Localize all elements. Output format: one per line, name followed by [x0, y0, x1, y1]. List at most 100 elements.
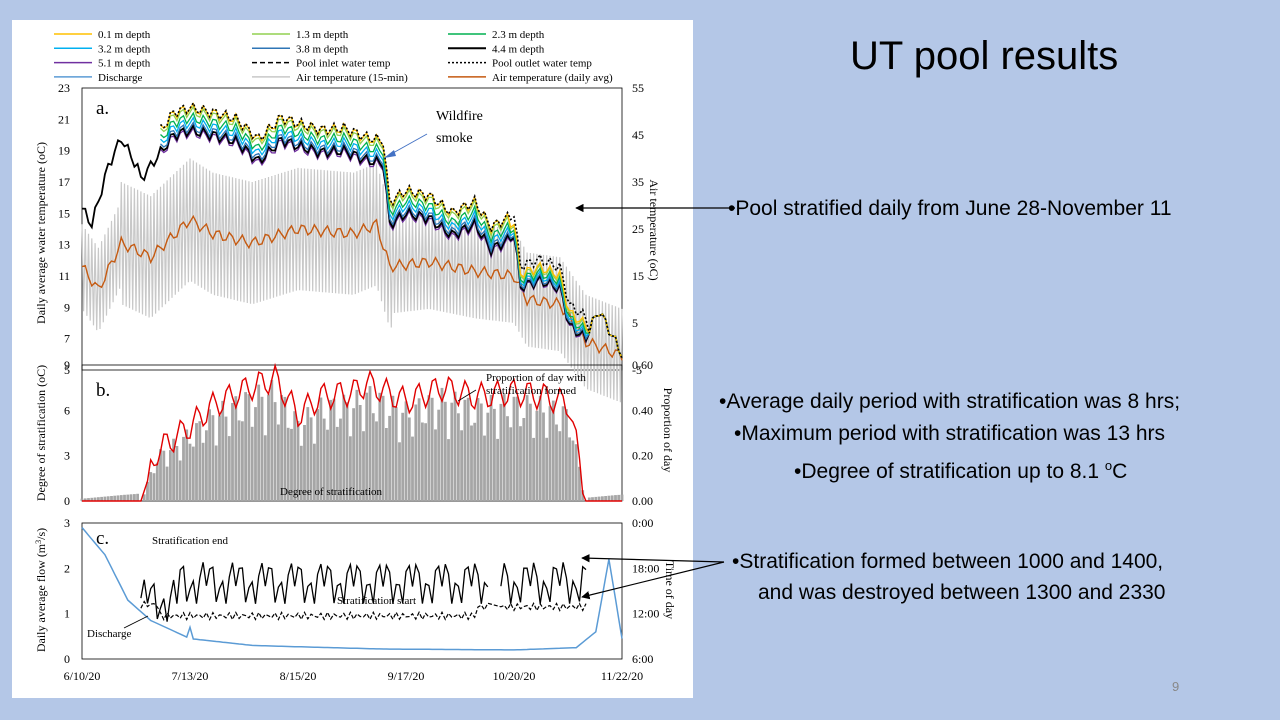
degree-bar: [87, 498, 90, 501]
panel-c-series: [81, 527, 623, 651]
degree-bar: [136, 493, 139, 501]
depth-1-3m-line: [160, 105, 623, 358]
degree-bar: [283, 396, 287, 501]
degree-bar: [381, 395, 385, 501]
panel-a-ytick-label: 19: [58, 144, 70, 158]
degree-bar: [201, 442, 205, 501]
degree-bar: [568, 437, 571, 501]
panel-b-plot-area: [81, 364, 623, 502]
degree-bar: [296, 420, 300, 501]
panel-a-ytick-label: 15: [58, 206, 70, 220]
degree-bar: [188, 443, 192, 501]
degree-bar: [430, 397, 434, 501]
degree-bar: [133, 494, 136, 501]
degree-bar: [290, 428, 293, 501]
panel-c-ytick-label: 0: [64, 652, 70, 666]
degree-bar: [378, 392, 382, 501]
degree-label: Degree of stratification: [280, 486, 383, 498]
degree-bar: [604, 496, 607, 501]
degree-bar: [195, 423, 198, 501]
degree-bar: [155, 462, 159, 501]
degree-bar: [237, 420, 241, 501]
degree-bar: [437, 409, 441, 501]
panel-a-ylabel: Daily average water temperature (oC): [34, 142, 48, 324]
panel-a-ytick-label: 13: [58, 238, 70, 252]
degree-bar: [368, 386, 372, 501]
panel-a-ytick-label: 21: [58, 112, 70, 126]
panel-c-xtick-label: 7/13/20: [172, 669, 209, 683]
degree-bar: [434, 429, 437, 501]
degree-bar: [273, 402, 277, 501]
panel-c-y-axis: 3 2 1 0: [64, 516, 70, 666]
bullet-text: Degree of stratification up to 8.1 oC: [801, 458, 1128, 483]
degree-bar: [172, 438, 175, 501]
degree-bar: [525, 395, 529, 501]
legend-entry-label: Air temperature (daily avg): [492, 72, 613, 84]
degree-bar: [614, 495, 617, 501]
degree-bar: [558, 431, 562, 501]
degree-bar: [581, 490, 585, 501]
degree-bar: [486, 412, 490, 501]
degree-bar: [529, 403, 532, 501]
panel-c-ytick-label: 2: [64, 561, 70, 575]
degree-bar: [335, 426, 339, 501]
panel-a-y2tick-label: 15: [632, 269, 644, 283]
pool-outlet-temp-line: [159, 101, 623, 359]
panel-b-y2-axis: 0.60 0.40 0.20 0.00: [632, 358, 653, 508]
degree-bar: [391, 395, 395, 501]
degree-bar: [407, 417, 411, 501]
depth-2-3m-line: [160, 111, 623, 358]
degree-bar: [277, 424, 280, 501]
panel-a-ytick-label: 23: [58, 81, 70, 95]
degree-bar: [257, 384, 261, 501]
panel-a-y-axis: 23 21 19 17 15 13 11 9 7 5: [58, 81, 70, 377]
legend-entry-label: 0.1 m depth: [98, 29, 151, 41]
degree-bar: [489, 394, 493, 501]
degree-bar: [574, 444, 578, 501]
degree-bar: [578, 466, 581, 501]
degree-bar: [355, 389, 359, 501]
bullet-dot: •: [794, 460, 802, 483]
legend-entry-label: 5.1 m depth: [98, 58, 151, 70]
panel-b-y2tick-label: 0.40: [632, 403, 653, 417]
degree-bar: [506, 416, 509, 501]
degree-bar: [551, 400, 555, 501]
degree-bar: [224, 416, 228, 501]
bullet-stratification-destroyed: and was destroyed between 1300 and 2330: [758, 577, 1165, 609]
degree-unit-o: o: [1104, 458, 1113, 473]
panel-c-ylabel-sup: 3: [34, 540, 43, 544]
panel-a-series: [81, 101, 623, 403]
bullet-dot: •: [732, 550, 740, 573]
degree-bar: [211, 415, 215, 501]
panel-b-y-axis: 9 6 3 0: [64, 358, 70, 508]
degree-bar: [146, 481, 149, 501]
bullet-degree: •Degree of stratification up to 8.1 oC: [794, 450, 1127, 488]
degree-bar: [479, 403, 483, 501]
degree-bar: [221, 400, 225, 501]
panel-c-y2label: Time of day: [663, 561, 677, 619]
degree-bar: [227, 436, 231, 501]
degree-bar: [463, 399, 467, 501]
smoke-annotation-line1: Wildfire: [436, 109, 483, 124]
degree-bar: [512, 396, 516, 501]
panel-b-y2tick-label: 0.00: [632, 494, 653, 508]
degree-bar: [80, 498, 84, 501]
degree-bar: [345, 402, 349, 501]
degree-bar: [483, 435, 486, 501]
degree-bar: [610, 495, 614, 501]
degree-bar: [329, 399, 333, 501]
degree-bar: [601, 496, 604, 501]
degree-bar: [162, 450, 166, 501]
degree-bar: [398, 442, 401, 501]
depth-4-4m-line: [81, 123, 623, 359]
panel-a-y2label: Air temperature (oC): [647, 179, 661, 280]
degree-bar: [417, 398, 421, 501]
smoke-arrowhead: [384, 150, 396, 158]
degree-bar: [103, 496, 107, 501]
page-number: 9: [1172, 679, 1180, 694]
degree-bar: [100, 496, 103, 501]
degree-bar: [548, 406, 552, 501]
bullet-text: and was destroyed between 1300 and 2330: [758, 581, 1166, 604]
degree-bar: [538, 395, 542, 501]
degree-bar: [149, 472, 153, 501]
